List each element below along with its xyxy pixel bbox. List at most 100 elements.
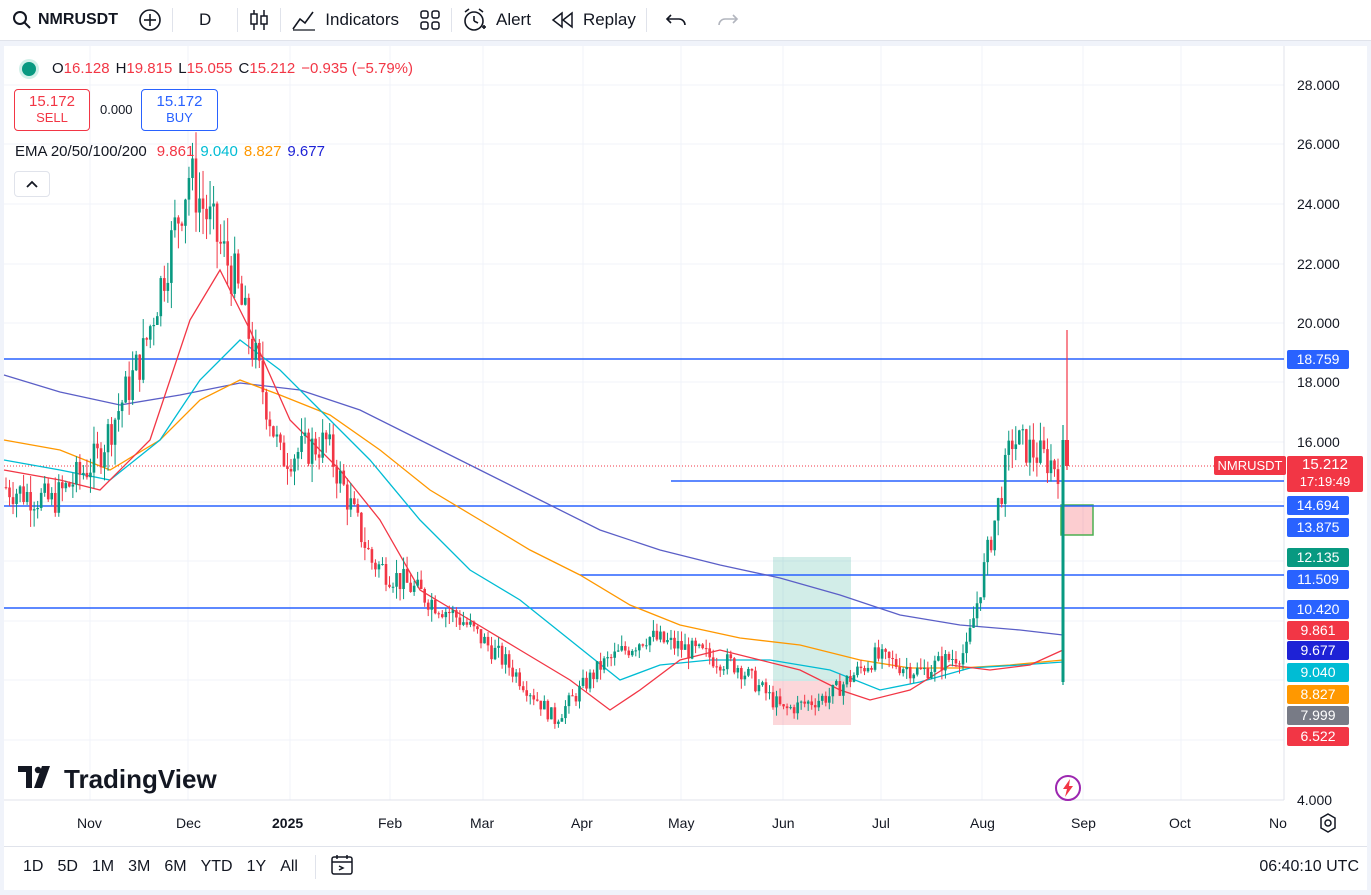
candle-body [553, 707, 557, 724]
candle-body [609, 657, 613, 659]
candle-body [655, 630, 659, 640]
candle-body [813, 705, 817, 708]
chart-type-button[interactable] [238, 0, 280, 40]
candle-body [616, 650, 620, 652]
candle-body [32, 509, 36, 511]
candle-body [282, 442, 286, 467]
candle-body [134, 354, 138, 371]
symbol-search[interactable]: NMRUSDT [0, 0, 128, 40]
chart-grid [4, 46, 1284, 800]
candle-body [754, 670, 757, 692]
goto-date-button[interactable] [330, 854, 354, 881]
candle-body [845, 675, 849, 685]
candle-body [1046, 449, 1049, 474]
settings-button[interactable] [1318, 813, 1338, 838]
candle-body [799, 701, 803, 703]
redo-icon [717, 12, 739, 28]
templates-button[interactable] [409, 0, 451, 40]
candle-body [152, 324, 156, 327]
range-5d[interactable]: 5D [57, 858, 78, 875]
candle-body [388, 584, 391, 587]
candle-body [430, 599, 434, 610]
candle-body [592, 672, 595, 680]
clock-utc[interactable]: 06:40:10 UTC [1259, 858, 1359, 875]
long-position-profit-zone[interactable] [773, 557, 851, 681]
candle-body [243, 297, 247, 305]
candle-body [842, 684, 845, 696]
candle-body [996, 498, 1000, 521]
buy-button[interactable]: 15.172 BUY [141, 89, 218, 131]
lightning-button[interactable] [1054, 774, 1082, 807]
candle-body [321, 432, 324, 458]
candle-body [775, 696, 778, 708]
candle-body [528, 695, 532, 697]
candle-body [954, 659, 958, 664]
collapse-legend-button[interactable] [14, 171, 50, 197]
compare-button[interactable] [128, 0, 172, 40]
candle-body [272, 426, 275, 437]
candle-body [564, 706, 567, 719]
candle-body [539, 700, 543, 710]
range-3m[interactable]: 3M [128, 858, 151, 875]
time-tick: Nov [77, 815, 102, 831]
candle-body [1007, 440, 1011, 455]
ema-legend[interactable]: EMA 20/50/100/200 9.861 9.040 8.827 9.67… [15, 143, 325, 160]
candle-body [50, 492, 54, 500]
candle-body [1053, 460, 1056, 470]
range-1d[interactable]: 1D [23, 858, 44, 875]
undo-button[interactable] [647, 0, 705, 40]
candle-body [240, 283, 244, 305]
candle-body [1021, 429, 1025, 431]
range-6m[interactable]: 6M [164, 858, 187, 875]
range-1m[interactable]: 1M [91, 858, 115, 875]
candle-body [416, 579, 419, 586]
candle-body [894, 659, 898, 667]
candle-body [194, 158, 198, 213]
candle-body [296, 451, 300, 459]
candle-body [870, 667, 873, 670]
alert-button[interactable]: Alert [452, 0, 541, 40]
candle-body [866, 667, 870, 672]
candle-body [75, 461, 78, 485]
candle-body [39, 492, 43, 508]
candle-body [268, 419, 272, 427]
price-axis-label: 9.677 [1287, 641, 1349, 660]
marker-box[interactable] [1060, 504, 1094, 536]
redo-button[interactable] [705, 0, 751, 40]
candle-body [961, 653, 965, 665]
candle-body [863, 668, 866, 672]
time-tick: Oct [1169, 815, 1191, 831]
price-axis-label: 12.135 [1287, 548, 1349, 567]
range-ytd[interactable]: YTD [200, 858, 233, 875]
candle-body [117, 411, 120, 420]
candle-body [849, 675, 852, 682]
range-all[interactable]: All [280, 858, 298, 875]
time-tick: Apr [571, 815, 593, 831]
replay-button[interactable]: Replay [541, 0, 646, 40]
interval-button[interactable]: D [173, 0, 237, 40]
candle-body [222, 241, 226, 244]
candle-body [884, 649, 887, 652]
sell-button[interactable]: 15.172 SELL [14, 89, 90, 131]
tradingview-logo[interactable]: TradingView [18, 764, 217, 795]
candle-body [937, 656, 940, 661]
time-tick: Jun [772, 815, 795, 831]
candle-body [412, 585, 416, 592]
range-1y[interactable]: 1Y [246, 858, 267, 875]
price-axis-label: 11.509 [1287, 570, 1349, 589]
candle-body [645, 645, 648, 647]
indicators-button[interactable]: Indicators [281, 0, 409, 40]
candle-body [662, 631, 666, 643]
chart-pane[interactable] [4, 46, 1367, 890]
candle-body [57, 482, 61, 513]
breakout-candle-body [1061, 440, 1065, 682]
toolbar-divider [172, 8, 173, 32]
candle-body [535, 699, 539, 701]
candle-body [722, 669, 726, 671]
chevron-up-icon [26, 175, 38, 193]
candle-body [620, 646, 624, 651]
candle-body [680, 640, 683, 650]
candle-body [817, 700, 821, 708]
candle-body [521, 686, 525, 691]
